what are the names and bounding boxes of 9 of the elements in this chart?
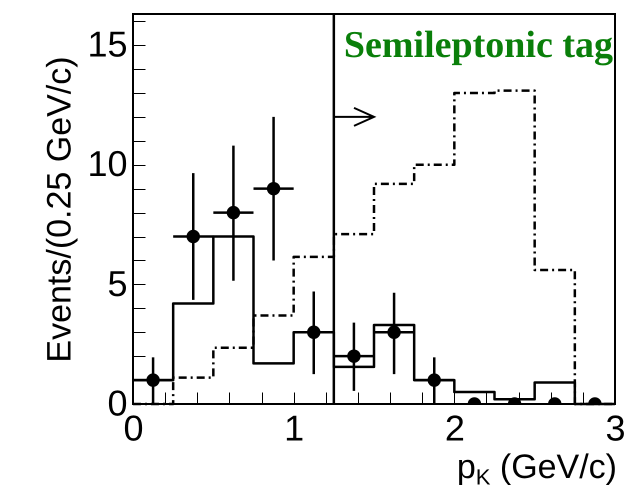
y-axis-title: Events/(0.25 GeV/c) bbox=[40, 56, 78, 363]
x-tick-label: 2 bbox=[444, 408, 465, 448]
chart-title: Semileptonic tag bbox=[344, 24, 614, 66]
y-tick-label: 5 bbox=[107, 262, 128, 304]
x-axis-title: p$_{K}$ (GeV/c) bbox=[456, 448, 617, 491]
x-tick-label: 1 bbox=[284, 408, 304, 448]
x-tick-label: 3 bbox=[605, 408, 626, 448]
y-tick-label: 15 bbox=[87, 24, 128, 65]
y-tick-label: 10 bbox=[87, 143, 128, 184]
